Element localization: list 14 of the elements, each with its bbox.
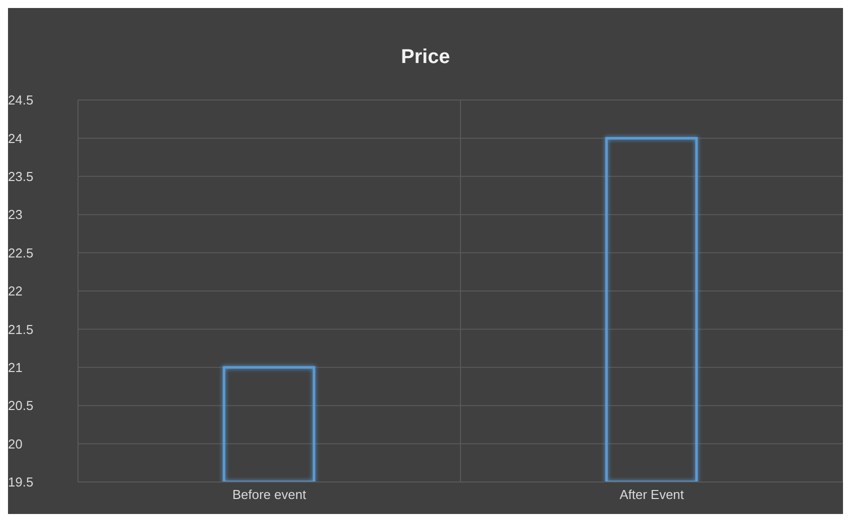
y-tick-label: 21: [8, 360, 22, 376]
y-tick-label: 23: [8, 207, 22, 222]
y-tick-label: 22: [8, 284, 22, 299]
y-tick-label: 24: [8, 130, 22, 146]
y-tick-label: 24.5: [8, 92, 34, 108]
y-tick-label: 22.5: [8, 245, 34, 260]
y-tick-label: 20: [8, 436, 22, 452]
y-tick-label: 23.5: [8, 169, 34, 184]
y-tick-label: 20.5: [8, 398, 34, 414]
y-tick-label: 19.5: [8, 474, 34, 490]
x-tick-label: After Event: [620, 487, 684, 502]
y-tick-label: 21.5: [8, 322, 34, 337]
chart-title: Price: [400, 46, 451, 69]
x-tick-label: Before event: [232, 487, 306, 502]
